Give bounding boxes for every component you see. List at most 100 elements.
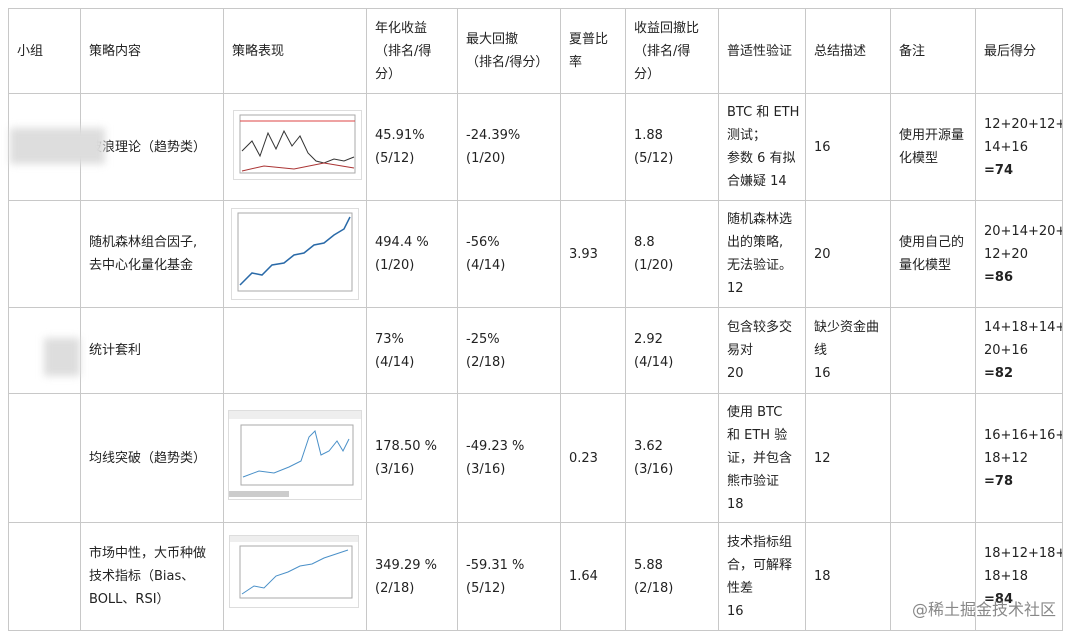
cell-text: 包含较多交 bbox=[727, 320, 793, 335]
chart-thumbnail bbox=[228, 410, 362, 500]
cell-text: 14+16 bbox=[984, 139, 1028, 155]
cell-text: -59.31 % bbox=[466, 557, 525, 573]
cell-text: 349.29 % bbox=[375, 557, 437, 573]
cell-text: 1.88 bbox=[634, 128, 663, 143]
cell-text: 16+16+16+ bbox=[984, 427, 1063, 443]
table-cell: -49.23 % (3/16) bbox=[457, 393, 561, 523]
table-cell: 45.91% (5/12) bbox=[366, 93, 458, 201]
watermark: @稀土掘金技术社区 bbox=[911, 600, 1056, 619]
cell-text: 测试； bbox=[727, 128, 767, 143]
table-cell: -24.39% (1/20) bbox=[457, 93, 561, 201]
cell-text: (1/20) bbox=[375, 258, 415, 273]
table-cell: -59.31 % (5/12) bbox=[457, 522, 561, 631]
cell-text: (4/14) bbox=[466, 258, 506, 273]
table-cell bbox=[890, 393, 976, 523]
cell-text: 普适性验证 bbox=[727, 43, 793, 59]
cell-text: 1.64 bbox=[569, 569, 598, 584]
cell-text: BOLL、RSI） bbox=[89, 592, 170, 607]
cell-text: 0.23 bbox=[569, 450, 598, 466]
cell-text: 16 bbox=[814, 139, 831, 155]
cell-text: 20 bbox=[727, 366, 744, 381]
cell-text: 统计套利 bbox=[89, 343, 142, 358]
cell-text: -25% bbox=[466, 331, 500, 347]
cell-text: 熊市验证 bbox=[727, 473, 780, 489]
cell-text: 最后得分 bbox=[984, 43, 1037, 59]
cell-text: (3/16) bbox=[466, 462, 506, 477]
cell-text: 使用自己的 bbox=[899, 235, 965, 250]
blurred-cell bbox=[10, 128, 105, 164]
cell-text: 494.4 % bbox=[375, 235, 429, 250]
cell-text: 使用 BTC bbox=[727, 404, 783, 420]
cell-text: 和 ETH 验 bbox=[727, 427, 788, 443]
table-row: 均线突破（趋势类） 178.50 % (3/16) -49.23 % (3/16) 0.2… bbox=[8, 393, 1063, 523]
table-cell: 5.88 (2/18) bbox=[625, 522, 719, 631]
table-cell: 18+12+18+ 18+18 =84 bbox=[975, 522, 1063, 631]
cell-text: 夏普比 bbox=[569, 32, 609, 47]
cell-text: (3/16) bbox=[634, 462, 674, 477]
table-cell: 均线突破（趋势类） bbox=[80, 393, 224, 523]
cell-text: 收益回撤比 bbox=[634, 20, 700, 36]
table-cell bbox=[8, 393, 81, 523]
table-cell: 178.50 % (3/16) bbox=[366, 393, 458, 523]
cell-text: 性差 bbox=[727, 580, 754, 596]
cell-text: 随机森林选 bbox=[727, 212, 793, 227]
cell-text: BTC 和 ETH bbox=[727, 105, 800, 120]
cell-text: 2.92 bbox=[634, 331, 663, 347]
table-cell bbox=[890, 307, 976, 394]
table-row: 市场中性，大币种做 技术指标（Bias、 BOLL、RSI） 349.29 % (2/1… bbox=[8, 522, 1063, 631]
table-cell: 73% (4/14) bbox=[366, 307, 458, 394]
cell-text: -24.39% bbox=[466, 128, 521, 143]
cell-text: 参数 6 有拟 bbox=[727, 151, 796, 166]
header-cell: 策略内容 bbox=[80, 8, 224, 94]
header-cell: 年化收益 （排名/得 分） bbox=[366, 8, 458, 94]
cell-text: 使用开源量 bbox=[899, 128, 965, 143]
cell-text: (4/14) bbox=[375, 354, 415, 370]
cell-text: 易对 bbox=[727, 343, 754, 358]
header-cell: 普适性验证 bbox=[718, 8, 806, 94]
cell-text: 波浪理论（趋势类） bbox=[89, 139, 207, 155]
header-cell: 夏普比率 bbox=[560, 8, 626, 94]
table-row: 统计套利 73% (4/14) -25% (2/18) 2.92 (4/14) 包含较多交易对… bbox=[8, 307, 1063, 394]
cell-text: 16 bbox=[727, 603, 744, 619]
cell-text: 3.62 bbox=[634, 439, 663, 454]
table-cell: 12 bbox=[805, 393, 891, 523]
cell-text: 技术指标（Bias、 bbox=[89, 569, 195, 584]
cell-text: (2/18) bbox=[634, 580, 674, 596]
header-cell: 总结描述 bbox=[805, 8, 891, 94]
table-cell: -56% (4/14) bbox=[457, 200, 561, 308]
header-cell: 备注 bbox=[890, 8, 976, 94]
cell-text: 证，并包含 bbox=[727, 450, 793, 466]
table-cell bbox=[8, 200, 81, 308]
cell-text: =86 bbox=[984, 269, 1013, 285]
cell-text: 8.8 bbox=[634, 235, 655, 250]
cell-text: 合嫌疑 14 bbox=[727, 174, 787, 189]
cell-text: 14+18+14+ bbox=[984, 320, 1063, 335]
cell-text: 20+14+20+ bbox=[984, 223, 1063, 239]
cell-text: -49.23 % bbox=[466, 439, 525, 454]
cell-text: 合，可解释 bbox=[727, 557, 793, 573]
cell-text: 技术指标组 bbox=[727, 534, 793, 550]
cell-text: 市场中性，大币种做 bbox=[89, 546, 207, 561]
header-cell: 小组 bbox=[8, 8, 81, 94]
table-cell: 16+16+16+ 18+12 =78 bbox=[975, 393, 1063, 523]
table-cell bbox=[560, 93, 626, 201]
cell-text: 3.93 bbox=[569, 246, 598, 262]
cell-text: 年化收益 bbox=[375, 20, 428, 36]
strategy-table: 小组 策略内容 策略表现 年化收益 （排名/得 分） 最大回撤 （排名/得分） 夏普比率收益回撤… bbox=[8, 8, 1063, 631]
cell-text: 出的策略, bbox=[727, 235, 784, 250]
cell-text: 20 bbox=[814, 246, 831, 262]
table-cell: 技术指标组合，可解释性差 16 bbox=[718, 522, 806, 631]
cell-text: 12+20 bbox=[984, 246, 1028, 262]
table-cell: 使用开源量 化模型 bbox=[890, 93, 976, 201]
cell-text: 无法验证。 bbox=[727, 258, 793, 273]
table-cell: 随机森林选 出的策略, 无法验证。 12 bbox=[718, 200, 806, 308]
table-cell: 3.62 (3/16) bbox=[625, 393, 719, 523]
cell-text: (2/18) bbox=[466, 354, 506, 370]
cell-text: 量化模型 bbox=[899, 258, 952, 273]
table-cell: 494.4 % (1/20) bbox=[366, 200, 458, 308]
chart-thumbnail bbox=[229, 535, 359, 608]
cell-text: =74 bbox=[984, 162, 1013, 178]
table-cell: -25% (2/18) bbox=[457, 307, 561, 394]
table-cell: 14+18+14+ 20+16 =82 bbox=[975, 307, 1063, 394]
cell-text: 率 bbox=[569, 55, 583, 70]
